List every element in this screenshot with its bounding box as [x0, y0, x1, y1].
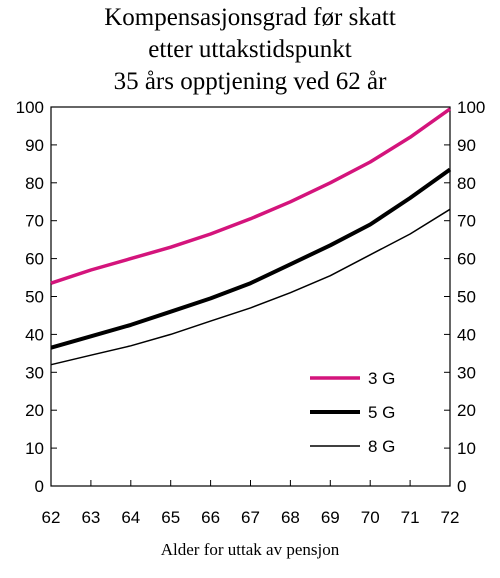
- y-tick-label-right: 60: [457, 250, 476, 269]
- y-tick-label-right: 90: [457, 136, 476, 155]
- y-tick-label-right: 40: [457, 325, 476, 344]
- legend-label-2: 5 G: [368, 403, 395, 422]
- y-tick-label-left: 50: [25, 288, 44, 307]
- x-tick-label: 63: [81, 508, 100, 527]
- x-tick-label: 65: [161, 508, 180, 527]
- y-tick-label-right: 0: [457, 477, 466, 496]
- y-tick-label-right: 80: [457, 174, 476, 193]
- legend-label-3: 8 G: [368, 437, 395, 456]
- chart-title-line-1: Kompensasjonsgrad før skatt: [104, 4, 396, 31]
- y-tick-label-right: 10: [457, 439, 476, 458]
- chart-title: Kompensasjonsgrad før skatt etter uttaks…: [0, 2, 500, 98]
- x-tick-label: 68: [281, 508, 300, 527]
- chart-title-line-3: 35 års opptjening ved 62 år: [113, 68, 387, 95]
- x-tick-label: 67: [241, 508, 260, 527]
- y-tick-label-left: 60: [25, 250, 44, 269]
- x-tick-label: 72: [441, 508, 460, 527]
- x-axis-label: Alder for uttak av pensjon: [160, 540, 340, 559]
- y-tick-label-left: 100: [16, 98, 44, 117]
- x-tick-label: 62: [42, 508, 61, 527]
- y-tick-label-left: 0: [35, 477, 44, 496]
- plot-frame: [50, 106, 451, 487]
- y-tick-label-right: 70: [457, 212, 476, 231]
- series-line-3: [50, 208, 451, 366]
- y-tick-label-right: 20: [457, 401, 476, 420]
- y-tick-label-left: 80: [25, 174, 44, 193]
- y-tick-label-left: 70: [25, 212, 44, 231]
- y-tick-label-left: 30: [25, 363, 44, 382]
- chart-title-line-2: etter uttakstidspunkt: [148, 36, 352, 63]
- y-tick-label-right: 30: [457, 363, 476, 382]
- y-tick-label-left: 20: [25, 401, 44, 420]
- series-line-1: [50, 107, 452, 285]
- x-tick-label: 70: [361, 508, 380, 527]
- legend-label-1: 3 G: [368, 369, 395, 388]
- x-tick-label: 69: [321, 508, 340, 527]
- x-tick-label: 64: [121, 508, 140, 527]
- series-line-2: [50, 167, 452, 350]
- x-tick-label: 66: [201, 508, 220, 527]
- y-tick-label-left: 40: [25, 325, 44, 344]
- y-tick-label-right: 100: [457, 98, 485, 117]
- x-tick-label: 71: [401, 508, 420, 527]
- y-tick-label-right: 50: [457, 288, 476, 307]
- y-tick-label-left: 90: [25, 136, 44, 155]
- y-tick-label-left: 10: [25, 439, 44, 458]
